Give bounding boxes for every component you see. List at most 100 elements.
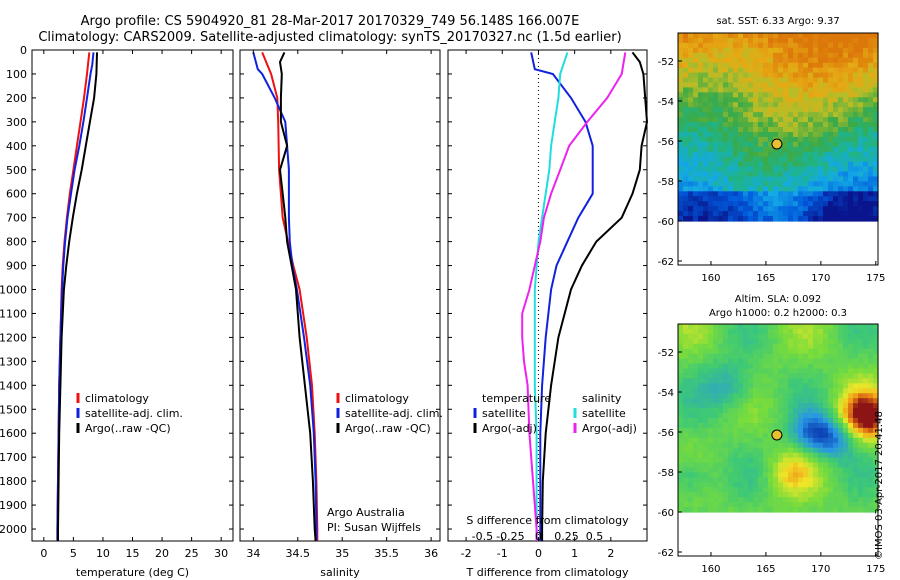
map-lon-tick-label: 175	[866, 273, 885, 284]
temperature-tick-label: 30	[214, 547, 228, 560]
difference-legend-entry: Argo(-adj)	[482, 422, 537, 435]
depth-tick-label: 1700	[0, 451, 27, 464]
salinity-tick-label: 35.5	[374, 547, 399, 560]
temperature-tick-label: 0	[40, 547, 47, 560]
difference-tick-label: -1	[497, 547, 508, 560]
map-lon-tick-label: 165	[756, 564, 775, 575]
depth-tick-label: 1800	[0, 475, 27, 488]
depth-tick-label: 1100	[0, 307, 27, 320]
map-lat-tick-label: -52	[658, 348, 674, 359]
sla-map-subtitle: Argo h1000: 0.2 h2000: 0.3	[709, 308, 847, 319]
depth-tick-label: 1500	[0, 403, 27, 416]
depth-tick-label: 1900	[0, 499, 27, 512]
salinity-difference-tick-label: 0.5	[586, 530, 604, 543]
salinity-legend-entry: Argo(..raw -QC)	[345, 422, 431, 435]
map-lat-tick-label: -56	[658, 137, 674, 148]
depth-tick-label: 0	[20, 44, 27, 57]
difference-tick-label: -2	[461, 547, 472, 560]
difference-series-line	[521, 52, 627, 541]
difference-series-line	[533, 52, 569, 541]
difference-legend-heading: temperature	[482, 392, 551, 405]
temperature-legend-entry: Argo(..raw -QC)	[85, 422, 171, 435]
salinity-difference-tick-label: -0.5	[472, 530, 493, 543]
map-lat-tick-label: -62	[658, 257, 674, 268]
difference-tick-label: 1	[571, 547, 578, 560]
difference-series-line	[530, 52, 594, 541]
depth-tick-label: 900	[6, 260, 27, 273]
depth-tick-label: 100	[6, 68, 27, 81]
depth-tick-label: 1300	[0, 355, 27, 368]
salinity-difference-tick-label: 0	[535, 530, 542, 543]
depth-tick-label: 200	[6, 92, 27, 105]
plot-frame-1	[239, 49, 441, 542]
map-lat-tick-label: -60	[658, 217, 674, 228]
figure-title-line1: Argo profile: CS 5904920_81 28-Mar-2017 …	[80, 14, 580, 29]
temperature-legend-entry: satellite-adj. clim.	[85, 407, 183, 420]
map-lat-tick-label: -52	[658, 57, 674, 68]
salinity-series-line	[278, 51, 317, 542]
salinity-difference-axis-label: S difference from climatology	[466, 514, 629, 527]
map-lon-tick-label: 175	[866, 564, 885, 575]
plot-frame-2	[447, 49, 648, 542]
difference-tick-label: 0	[535, 547, 542, 560]
depth-tick-label: 300	[6, 116, 27, 129]
sst-map: 160 165 170 175 -52 -54 -56 -58 -60 -62 sat. SST: …	[658, 16, 886, 284]
pi-annotation: PI: Susan Wijffels	[327, 521, 421, 534]
float-position-marker	[771, 138, 783, 150]
depth-tick-label: 1000	[0, 284, 27, 297]
temperature-axis-label: temperature (deg C)	[76, 566, 189, 579]
salinity-tick-label: 35	[335, 547, 349, 560]
temperature-tick-label: 10	[96, 547, 110, 560]
map-lat-tick-label: -62	[658, 548, 674, 559]
sla-map-title: Altim. SLA: 0.092	[735, 294, 821, 305]
difference-legend-heading: salinity	[582, 392, 622, 405]
depth-tick-label: 1400	[0, 379, 27, 392]
salinity-difference-tick-label: -0.25	[496, 530, 524, 543]
salinity-legend-entry: satellite-adj. clim.	[345, 407, 443, 420]
salinity-difference-tick-label: 0.25	[554, 530, 579, 543]
figure-title-line2: Climatology: CARS2009. Satellite-adjuste…	[38, 30, 622, 45]
salinity-axis-label: salinity	[320, 566, 360, 579]
sla-map: 160 165 170 175 -52 -54 -56 -58 -60 -62 Altim. SLA…	[658, 294, 886, 575]
temperature-tick-label: 5	[70, 547, 77, 560]
map-lon-tick-label: 165	[756, 273, 775, 284]
difference-series-line	[541, 51, 649, 541]
map-lat-tick-label: -58	[658, 177, 674, 188]
depth-tick-label: 1200	[0, 331, 27, 344]
temperature-tick-label: 20	[155, 547, 169, 560]
difference-legend-entry: satellite	[482, 407, 526, 420]
map-lat-tick-label: -54	[658, 388, 674, 399]
depth-tick-label: 400	[6, 140, 27, 153]
depth-tick-label: 500	[6, 164, 27, 177]
map-lat-tick-label: -58	[658, 468, 674, 479]
depth-tick-label: 800	[6, 236, 27, 249]
map-lon-tick-label: 170	[811, 273, 830, 284]
salinity-legend-entry: climatology	[345, 392, 409, 405]
depth-tick-label: 1600	[0, 427, 27, 440]
map-frame	[677, 323, 879, 557]
depth-tick-label: 700	[6, 212, 27, 225]
sst-map-title: sat. SST: 6.33 Argo: 9.37	[716, 16, 839, 27]
difference-legend-entry: satellite	[582, 407, 626, 420]
depth-tick-label: 2000	[0, 523, 27, 536]
salinity-tick-label: 34.5	[286, 547, 311, 560]
salinity-series-line	[252, 52, 318, 541]
map-lon-tick-label: 160	[701, 273, 720, 284]
float-position-marker	[771, 429, 783, 441]
map-lon-tick-label: 170	[811, 564, 830, 575]
depth-tick-label: 600	[6, 188, 27, 201]
temperature-tick-label: 25	[185, 547, 199, 560]
operator-annotation: Argo Australia	[327, 506, 405, 519]
temperature-tick-label: 15	[126, 547, 140, 560]
salinity-series-line	[261, 52, 319, 541]
map-lat-tick-label: -60	[658, 508, 674, 519]
temperature-series-line	[57, 52, 98, 541]
map-frame	[677, 32, 879, 266]
map-lat-tick-label: -56	[658, 428, 674, 439]
map-lat-tick-label: -54	[658, 97, 674, 108]
salinity-tick-label: 34	[246, 547, 260, 560]
difference-tick-label: 2	[607, 547, 614, 560]
salinity-tick-label: 36	[424, 547, 438, 560]
difference-axis-label: T difference from climatology	[466, 566, 629, 579]
